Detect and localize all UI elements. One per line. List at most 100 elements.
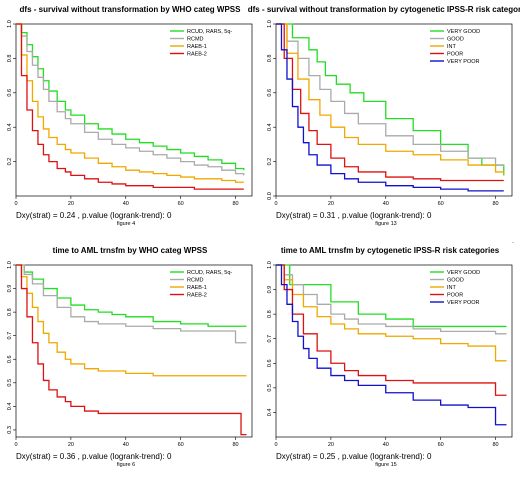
x-tick-label: 40 xyxy=(383,201,389,207)
legend-label: VERY POOR xyxy=(447,300,480,306)
y-tick-label: 0.8 xyxy=(7,55,13,63)
figure-label: figure 13 xyxy=(375,221,396,227)
series-line-3 xyxy=(16,23,244,183)
x-tick-label: 80 xyxy=(232,442,238,448)
x-tick-label: 0 xyxy=(14,442,17,448)
chart-svg: dfs - survival without transformation by… xyxy=(7,5,253,227)
stray-mark: - xyxy=(512,240,514,246)
x-tick-label: 40 xyxy=(383,442,389,448)
plot-frame xyxy=(15,264,253,438)
y-tick-label: 1.0 xyxy=(267,20,273,28)
y-tick-label: 0.9 xyxy=(267,286,273,294)
legend-label: RCMD xyxy=(187,37,204,43)
legend-label: RAEB-2 xyxy=(187,293,207,299)
y-tick-label: 0.4 xyxy=(7,123,13,131)
legend-label: RCMD xyxy=(187,278,204,284)
legend-label: VERY GOOD xyxy=(447,270,480,276)
series-line-2 xyxy=(276,23,505,167)
chart-panel-3: time to AML trnsfm by WHO categ WPSS 0 20 4… xyxy=(0,241,260,482)
chart-title: time to AML trnsfm by cytogenetic IPSS-R… xyxy=(281,246,500,255)
chart-svg: dfs - survival without transformation by… xyxy=(248,5,520,227)
x-tick-label: 0 xyxy=(14,201,17,207)
x-tick-label: 80 xyxy=(492,442,498,448)
chart-footer: Dxy(strat) = 0.36 , p.value (logrank-tre… xyxy=(16,452,172,461)
series-line-2 xyxy=(16,23,245,176)
series-line-2 xyxy=(16,264,247,344)
y-tick-label: 0.2 xyxy=(267,158,273,166)
x-tick-label: 20 xyxy=(328,201,334,207)
y-tick-label: 0.7 xyxy=(267,335,273,343)
y-tick-label: 1.0 xyxy=(267,261,273,269)
chart-panel-2: dfs - survival without transformation by… xyxy=(248,0,520,241)
y-tick-label: 0.0 xyxy=(267,192,273,200)
chart-footer: Dxy(strat) = 0.31 , p.value (logrank-tre… xyxy=(276,211,432,220)
legend-label: VERY POOR xyxy=(447,59,480,65)
series-line-1 xyxy=(16,23,245,171)
y-tick-label: 0.5 xyxy=(7,379,13,387)
legend-label: INT xyxy=(447,285,457,291)
x-tick-label: 20 xyxy=(68,201,74,207)
x-tick-label: 0 xyxy=(274,201,277,207)
x-tick-label: 20 xyxy=(68,442,74,448)
legend-label: GOOD xyxy=(447,37,464,43)
series-line-3 xyxy=(16,264,247,377)
legend-label: POOR xyxy=(447,293,463,299)
y-tick-label: 0.3 xyxy=(7,426,13,434)
series-line-3 xyxy=(276,23,505,174)
y-tick-label: 0.8 xyxy=(267,310,273,318)
legend-label: RAEB-1 xyxy=(187,44,207,50)
y-tick-label: 0.8 xyxy=(7,308,13,316)
y-tick-label: 0.2 xyxy=(7,158,13,166)
x-tick-label: 80 xyxy=(492,201,498,207)
series-line-4 xyxy=(16,264,247,436)
x-tick-label: 80 xyxy=(232,201,238,207)
y-tick-label: 0.5 xyxy=(267,384,273,392)
chart-title: dfs - survival without transformation by… xyxy=(248,5,520,14)
y-tick-label: 0.9 xyxy=(7,285,13,293)
series-line-4 xyxy=(16,23,244,190)
figure-label: figure 15 xyxy=(375,462,396,468)
y-tick-label: 0.6 xyxy=(7,355,13,363)
x-tick-label: 20 xyxy=(328,442,334,448)
y-tick-label: 0.8 xyxy=(267,55,273,63)
legend-label: RCUD, RARS, 5q- xyxy=(187,270,232,276)
legend-label: RAEB-1 xyxy=(187,285,207,291)
y-tick-label: 0.4 xyxy=(267,123,273,131)
legend-label: VERY GOOD xyxy=(447,29,480,35)
chart-svg: time to AML trnsfm by WHO categ WPSS 0 20 4… xyxy=(7,246,253,468)
figure-label: figure 4 xyxy=(117,221,135,227)
plot-frame xyxy=(15,23,253,197)
x-tick-label: 0 xyxy=(274,442,277,448)
chart-footer: Dxy(strat) = 0.25 , p.value (logrank-tre… xyxy=(276,452,432,461)
y-tick-label: 0.4 xyxy=(267,409,273,417)
x-tick-label: 40 xyxy=(123,201,129,207)
y-tick-label: 0.7 xyxy=(7,332,13,340)
legend-label: RAEB-2 xyxy=(187,52,207,58)
series-line-1 xyxy=(16,264,247,327)
y-tick-label: 0.6 xyxy=(267,89,273,97)
chart-panel-1: dfs - survival without transformation by… xyxy=(0,0,260,241)
legend-label: RCUD, RARS, 5q- xyxy=(187,29,232,35)
y-tick-label: 1.0 xyxy=(7,261,13,269)
y-tick-label: 0.6 xyxy=(267,359,273,367)
chart-title: dfs - survival without transformation by… xyxy=(20,5,242,14)
legend-label: GOOD xyxy=(447,278,464,284)
legend-label: INT xyxy=(447,44,457,50)
legend-label: POOR xyxy=(447,52,463,58)
x-tick-label: 40 xyxy=(123,442,129,448)
series-line-3 xyxy=(276,264,507,362)
plot-frame xyxy=(275,23,513,197)
y-tick-label: 0.6 xyxy=(7,89,13,97)
chart-footer: Dxy(strat) = 0.24 , p.value (logrank-tre… xyxy=(16,211,172,220)
figure-label: figure 6 xyxy=(117,462,135,468)
series-line-5 xyxy=(276,264,507,426)
x-tick-label: 60 xyxy=(178,201,184,207)
x-tick-label: 60 xyxy=(438,442,444,448)
y-tick-label: 1.0 xyxy=(7,20,13,28)
series-line-4 xyxy=(276,23,504,182)
x-tick-label: 60 xyxy=(438,201,444,207)
y-tick-label: 0.4 xyxy=(7,403,13,411)
x-tick-label: 60 xyxy=(178,442,184,448)
series-line-5 xyxy=(276,23,504,192)
plot-frame xyxy=(275,264,513,438)
